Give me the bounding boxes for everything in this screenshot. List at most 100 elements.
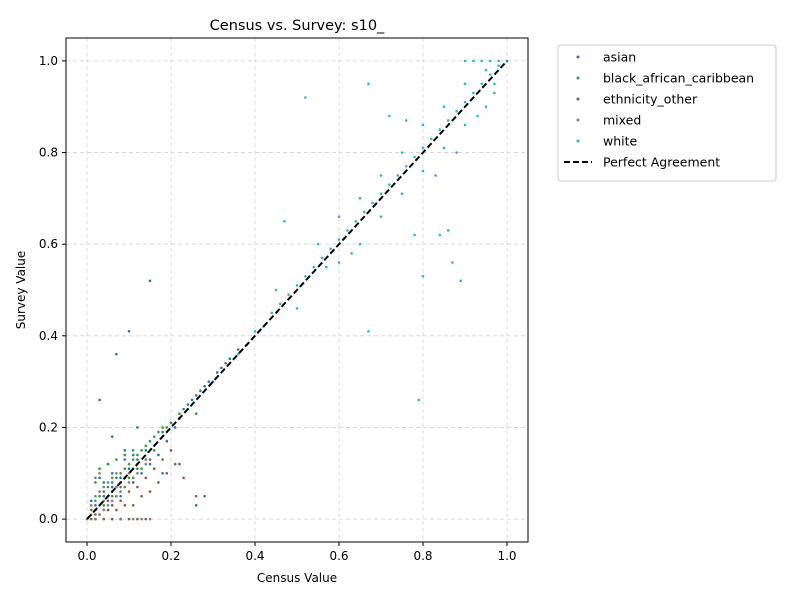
data-point [220,366,223,370]
data-point [287,293,290,296]
data-point [358,242,362,246]
data-point [194,494,198,498]
data-point [434,174,437,177]
data-point [337,215,341,218]
y-axis-ticks: 0.0 0.2 0.4 0.6 0.8 1.0 [39,54,66,526]
data-point [320,256,324,260]
data-point [442,105,446,109]
grid-lines [66,38,528,542]
data-point [152,467,156,470]
data-point [438,233,442,237]
data-point [144,444,148,448]
data-point [388,114,391,118]
data-point [110,481,114,484]
data-point [94,476,97,480]
data-point [157,430,160,434]
data-point [295,284,299,287]
data-point [346,229,349,232]
data-point [115,485,118,489]
data-point [98,513,101,516]
data-point [493,82,496,86]
data-point [157,453,160,457]
data-point [131,481,135,484]
data-point [190,398,194,402]
data-point [446,229,450,232]
x-tick-label: 0.2 [161,549,180,563]
data-point [173,462,177,466]
data-point [182,476,185,480]
data-point [110,485,114,489]
data-point [136,517,139,521]
data-point [102,504,106,507]
data-point [358,197,362,200]
data-point [354,219,358,223]
y-tick-label: 0.4 [39,329,58,343]
data-point [455,110,458,113]
data-point [430,137,433,141]
data-point [119,517,122,521]
data-point [102,481,106,484]
data-point [413,155,416,159]
data-point [199,389,202,393]
data-point [102,508,106,512]
data-point [367,82,370,86]
data-point [110,517,114,521]
data-point [404,119,408,122]
data-point [148,462,152,466]
data-point [493,91,496,95]
y-tick-label: 0.2 [39,420,58,434]
data-point [119,494,122,498]
data-point [270,311,274,315]
x-tick-label: 0.4 [245,549,264,563]
data-point [123,485,127,489]
x-tick-label: 0.8 [413,549,432,563]
data-point [304,96,307,99]
x-tick-label: 0.6 [329,549,348,563]
legend-box [557,44,777,182]
data-point [131,449,135,452]
data-point [274,288,278,292]
data-point [127,490,131,493]
data-point [94,499,97,503]
scatter-points [85,59,509,521]
data-point [102,494,106,498]
data-point [110,471,114,475]
legend-label: black_african_caribbean [603,71,754,86]
data-point [161,471,164,475]
data-point [165,426,169,429]
data-point [115,508,118,512]
series-black-african-caribbean [89,407,198,512]
data-point [207,380,211,383]
data-point [417,398,421,402]
x-axis-ticks: 0.0 0.2 0.4 0.6 0.8 1.0 [77,542,517,563]
data-point [98,471,101,475]
data-point [102,490,106,493]
data-point [283,219,286,223]
data-point [161,426,164,429]
y-tick-label: 0.8 [39,146,58,160]
data-point [438,128,442,131]
data-point [497,64,500,67]
y-axis-label: Survey Value [14,251,28,330]
data-point [463,123,467,127]
data-point [123,504,127,507]
data-point [337,238,341,241]
data-point [178,412,181,416]
data-point [127,329,131,333]
data-point [94,481,97,484]
x-tick-label: 0.0 [77,549,96,563]
data-point [98,398,101,402]
data-point [472,91,475,95]
data-point [388,183,391,186]
data-point [367,329,370,333]
data-point [131,476,135,480]
data-point [144,462,148,466]
data-point [102,517,106,521]
data-point [119,485,122,489]
data-point [123,453,127,457]
data-point [312,265,316,269]
data-point [337,261,341,264]
data-point [169,449,173,452]
data-point [472,59,475,63]
data-point [127,462,131,466]
